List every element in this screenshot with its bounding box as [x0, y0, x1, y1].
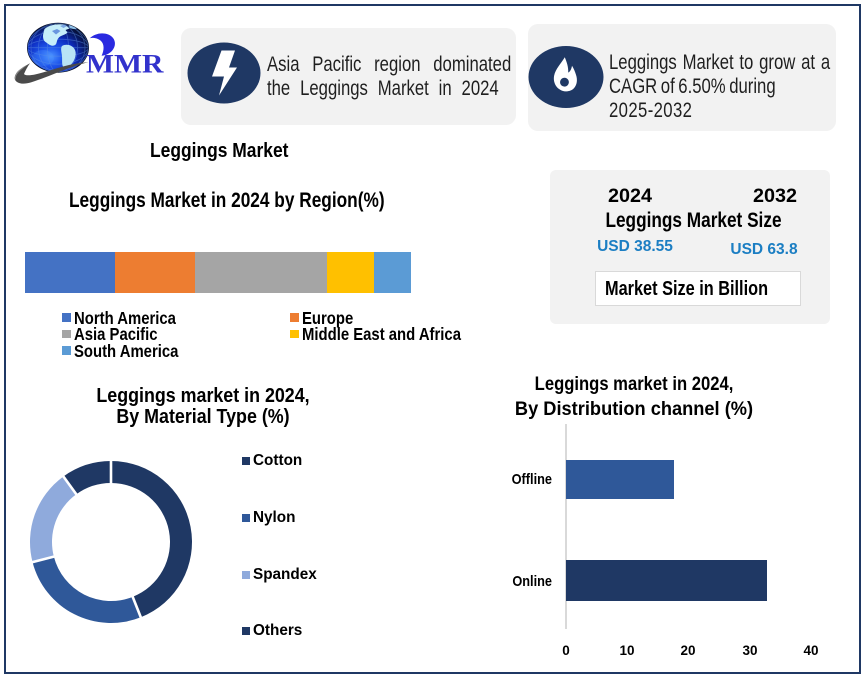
svg-text:MMR: MMR — [86, 50, 164, 79]
